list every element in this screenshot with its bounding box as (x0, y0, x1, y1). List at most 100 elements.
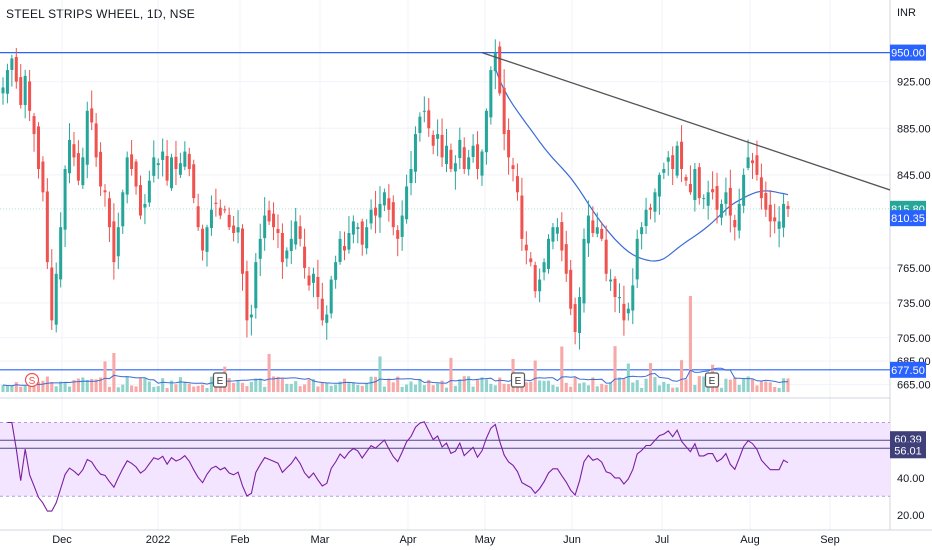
volume-bar (59, 381, 63, 392)
volume-bar (63, 382, 67, 392)
candle (178, 163, 182, 175)
volume-bar (209, 376, 213, 392)
y-tick-4: 735.00 (897, 298, 931, 310)
volume-bar (72, 380, 76, 392)
volume-bar (54, 386, 58, 392)
candle (94, 123, 98, 158)
volume-bar (50, 381, 54, 392)
event-marker-3[interactable]: E (704, 372, 720, 388)
event-marker-1[interactable]: E (212, 372, 228, 388)
volume-bar (644, 378, 648, 392)
candle (325, 314, 329, 323)
candle (76, 153, 80, 181)
candle (427, 110, 431, 129)
candle (688, 183, 692, 193)
y-tick-0: 925.00 (897, 77, 931, 89)
candle (431, 134, 435, 146)
volume-bar (161, 378, 165, 392)
candle (560, 222, 564, 251)
volume-bar (138, 377, 143, 392)
candle (307, 275, 311, 286)
volume-bar (325, 382, 329, 392)
price-tag-0 (890, 44, 926, 61)
x-tick-8: Aug (740, 534, 760, 546)
candle (183, 151, 187, 167)
volume-bar (85, 380, 89, 392)
volume-bar (378, 356, 382, 392)
candle (68, 139, 72, 174)
candle (418, 116, 422, 133)
candle (511, 165, 515, 170)
event-label: S (29, 376, 36, 387)
candle (147, 180, 151, 203)
candle (675, 145, 679, 176)
candle (715, 186, 719, 210)
volume-bar (76, 378, 80, 392)
volume-bar (334, 384, 338, 392)
volume-bar (156, 386, 160, 392)
event-marker-2[interactable]: E (510, 372, 526, 388)
price-tag-2 (890, 210, 926, 227)
volume-bar (1, 384, 5, 392)
volume-bar (737, 384, 741, 392)
volume-bar (329, 385, 333, 392)
volume-bar (427, 379, 431, 392)
candle (19, 77, 23, 105)
volume-bar (764, 381, 768, 392)
volume-bar (697, 376, 701, 392)
candle (444, 145, 449, 165)
candle (5, 70, 9, 94)
volume-bar (458, 379, 462, 392)
volume-bar (507, 384, 511, 392)
event-marker-0[interactable]: S (24, 372, 40, 388)
volume-bar (418, 378, 422, 392)
descending-trendline (481, 51, 891, 191)
candle (462, 147, 466, 170)
volume-bar (635, 380, 639, 392)
candle (582, 238, 586, 304)
volume-bar (396, 376, 400, 392)
volume-bar (271, 376, 276, 392)
volume-bar (555, 386, 559, 392)
volume-bar (759, 381, 763, 392)
candle (524, 244, 528, 251)
candle (236, 227, 240, 233)
candle (347, 233, 351, 250)
candle (786, 205, 790, 209)
horizontal-levels (0, 51, 890, 371)
candle (751, 160, 755, 164)
volume-bar (750, 379, 755, 392)
volume-bar (440, 380, 444, 392)
price-tag-label-2: 810.35 (891, 213, 925, 225)
y-tick-5: 705.00 (897, 333, 931, 345)
candle (72, 144, 76, 158)
candle (680, 141, 684, 170)
volume-bar (600, 383, 604, 392)
volume-bar (671, 387, 675, 392)
volume-bar (134, 386, 138, 392)
candle (254, 262, 258, 309)
candle (436, 134, 440, 139)
candle (201, 228, 205, 251)
volume-bar (338, 381, 342, 392)
candle (387, 198, 391, 210)
candle (671, 155, 675, 170)
candle (759, 177, 763, 199)
candle (649, 207, 653, 210)
candle (112, 221, 116, 263)
y-tick-7: 665.00 (897, 379, 931, 391)
candle (41, 161, 45, 193)
volume-bar (14, 382, 18, 392)
x-tick-1: 2022 (146, 534, 170, 546)
volume-bar (684, 379, 688, 392)
candle (63, 169, 67, 230)
volume-bar (542, 380, 546, 392)
candle (728, 187, 732, 216)
candle (316, 276, 320, 298)
volume-bar (564, 382, 568, 392)
candle (165, 155, 169, 181)
candle (374, 207, 378, 216)
candle (662, 169, 666, 173)
volume-bar (502, 383, 506, 392)
